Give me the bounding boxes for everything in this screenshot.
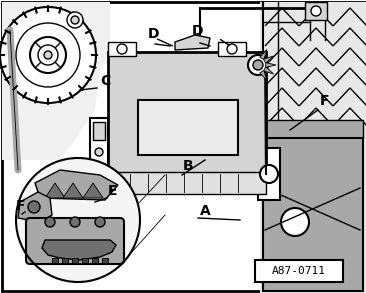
Circle shape: [227, 44, 237, 54]
Circle shape: [30, 37, 66, 73]
Text: A: A: [200, 204, 211, 218]
Text: F: F: [16, 199, 26, 213]
Polygon shape: [35, 170, 118, 200]
FancyBboxPatch shape: [26, 218, 124, 264]
Bar: [82, 258, 88, 263]
Text: E: E: [108, 184, 117, 198]
Bar: [90, 118, 108, 170]
Circle shape: [71, 16, 79, 24]
Bar: [102, 258, 108, 263]
Circle shape: [95, 217, 105, 227]
Circle shape: [95, 148, 103, 156]
Polygon shape: [260, 70, 267, 81]
Bar: [108, 42, 136, 56]
Circle shape: [67, 12, 83, 28]
Circle shape: [28, 201, 40, 213]
Bar: [92, 258, 98, 263]
Circle shape: [70, 217, 80, 227]
Text: D: D: [148, 27, 160, 41]
Bar: [305, 2, 327, 20]
Circle shape: [253, 60, 263, 70]
Bar: [62, 258, 68, 263]
Polygon shape: [83, 183, 103, 198]
Text: C: C: [100, 74, 110, 88]
Bar: [52, 258, 58, 263]
Bar: [108, 52, 266, 174]
Text: A87-0711: A87-0711: [272, 266, 326, 276]
Bar: [258, 148, 280, 200]
Circle shape: [16, 23, 80, 87]
Circle shape: [0, 7, 96, 103]
Polygon shape: [45, 183, 65, 198]
Text: F: F: [320, 94, 329, 108]
Bar: [138, 100, 238, 155]
Polygon shape: [42, 240, 116, 260]
Circle shape: [45, 217, 55, 227]
Circle shape: [248, 55, 268, 75]
Circle shape: [281, 208, 309, 236]
Polygon shape: [63, 183, 83, 198]
Polygon shape: [264, 67, 274, 74]
Bar: [108, 172, 266, 194]
Circle shape: [44, 51, 52, 59]
Text: B: B: [183, 159, 194, 173]
Polygon shape: [18, 192, 52, 222]
Polygon shape: [175, 35, 210, 50]
Polygon shape: [264, 56, 274, 63]
Bar: [263, 120, 363, 138]
Polygon shape: [2, 2, 110, 160]
Bar: [93, 122, 105, 140]
Circle shape: [260, 165, 278, 183]
Bar: [255, 260, 343, 282]
Polygon shape: [266, 63, 276, 67]
Text: D: D: [192, 24, 203, 38]
Circle shape: [16, 158, 140, 282]
Bar: [263, 138, 363, 291]
Circle shape: [38, 45, 58, 65]
Polygon shape: [260, 50, 267, 59]
Bar: [218, 42, 246, 56]
Circle shape: [117, 44, 127, 54]
Bar: [260, 2, 366, 293]
Circle shape: [311, 6, 321, 16]
Bar: [72, 258, 78, 263]
